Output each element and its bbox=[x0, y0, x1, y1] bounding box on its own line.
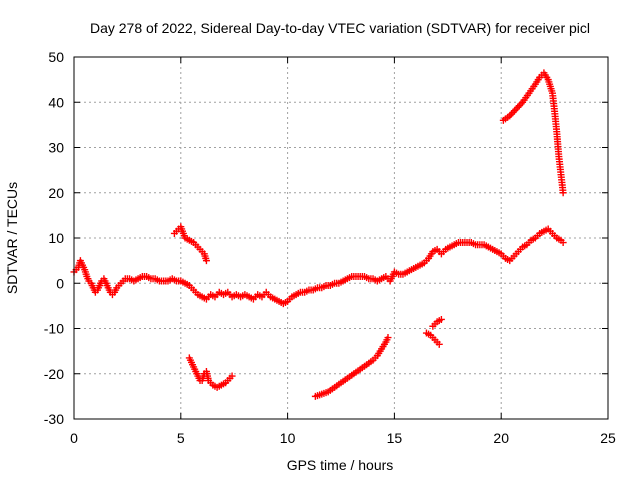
series-arc-6h bbox=[170, 223, 210, 265]
data-point bbox=[509, 108, 517, 116]
data-marks bbox=[70, 69, 567, 400]
data-point bbox=[512, 105, 520, 113]
y-axis-ticks: -30 -20 -10 0 10 20 30 40 50 bbox=[44, 49, 608, 427]
series-arc-low-6h bbox=[185, 354, 236, 391]
y-tick-label: 10 bbox=[48, 230, 64, 246]
data-point bbox=[435, 340, 443, 348]
series-main-track bbox=[70, 225, 567, 308]
data-point bbox=[511, 107, 519, 115]
y-tick-label: 30 bbox=[48, 140, 64, 156]
y-tick-label: 20 bbox=[48, 185, 64, 201]
y-tick-label: -20 bbox=[44, 366, 64, 382]
x-tick-label: 10 bbox=[280, 430, 296, 446]
x-axis-label: GPS time / hours bbox=[287, 457, 394, 473]
series-arc-high-21h bbox=[499, 69, 567, 197]
x-tick-label: 25 bbox=[600, 430, 616, 446]
data-point bbox=[228, 372, 236, 380]
x-tick-label: 20 bbox=[493, 430, 509, 446]
data-point bbox=[202, 257, 210, 265]
y-tick-label: 50 bbox=[48, 49, 64, 65]
data-point bbox=[507, 110, 515, 118]
data-point bbox=[384, 334, 392, 342]
data-point bbox=[559, 189, 567, 197]
y-axis-label: SDTVAR / TECUs bbox=[4, 182, 20, 294]
data-point bbox=[437, 315, 445, 323]
data-point bbox=[514, 103, 522, 111]
series-arc-mid-17h bbox=[429, 315, 445, 330]
y-tick-label: 40 bbox=[48, 94, 64, 110]
y-tick-label: -30 bbox=[44, 411, 64, 427]
y-tick-label: 0 bbox=[56, 275, 64, 291]
data-point bbox=[515, 102, 523, 110]
x-tick-label: 15 bbox=[387, 430, 403, 446]
grid bbox=[74, 57, 608, 419]
y-tick-label: -10 bbox=[44, 321, 64, 337]
x-tick-label: 5 bbox=[177, 430, 185, 446]
data-point bbox=[559, 239, 567, 247]
x-axis-ticks: 0 5 10 15 20 25 bbox=[70, 57, 616, 446]
series-arc-low-13h bbox=[311, 334, 392, 400]
chart-title: Day 278 of 2022, Sidereal Day-to-day VTE… bbox=[90, 20, 590, 36]
series-arc-low-17h bbox=[422, 329, 443, 348]
data-point bbox=[517, 100, 525, 108]
x-tick-label: 0 bbox=[70, 430, 78, 446]
